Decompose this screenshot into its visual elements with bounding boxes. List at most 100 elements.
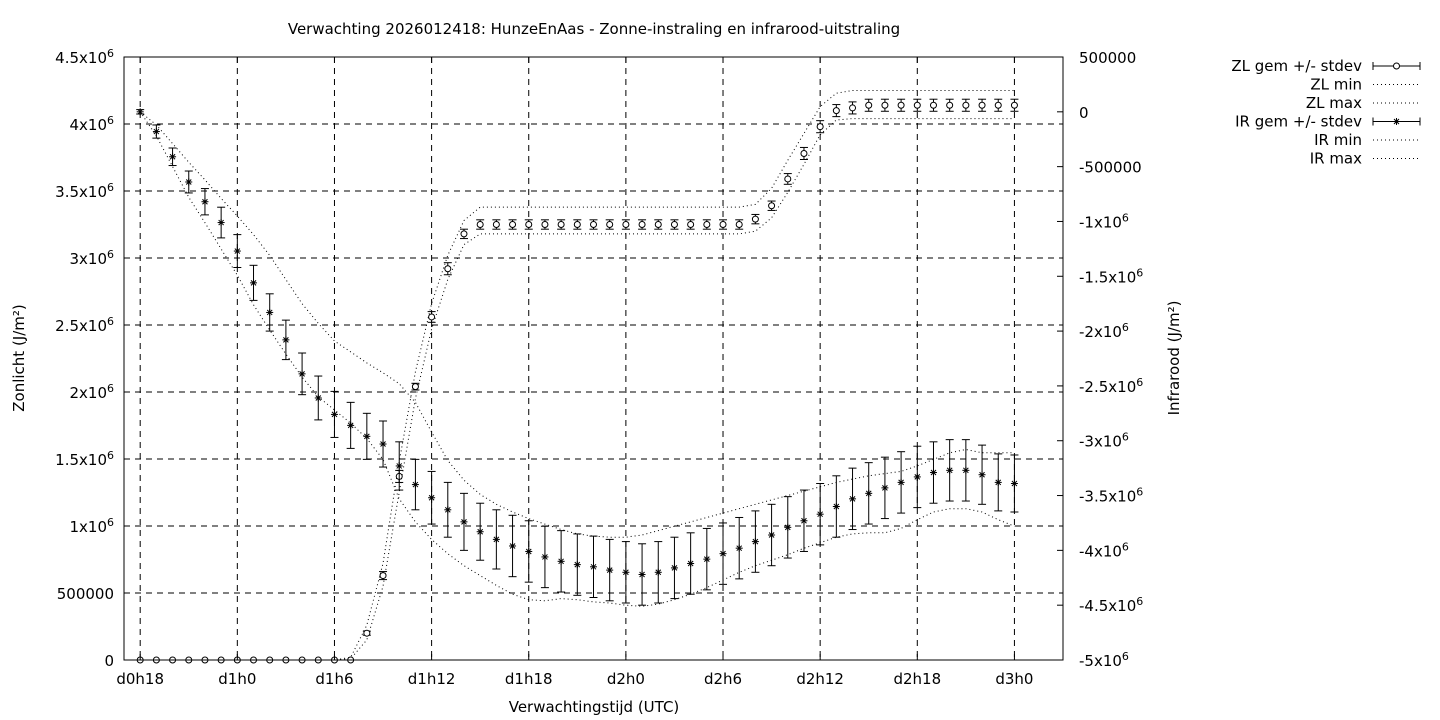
data-point [978, 101, 986, 109]
series-0-point [621, 219, 630, 230]
series-0-point [735, 219, 744, 230]
data-point [703, 555, 711, 563]
data-point [735, 544, 743, 552]
data-point [379, 572, 387, 580]
legend-label: IR max [1310, 150, 1362, 168]
series-3-point [379, 420, 388, 468]
marker-stroke [736, 545, 743, 552]
series-3-point [168, 147, 177, 167]
data-point [946, 101, 954, 109]
data-point [1010, 479, 1018, 487]
data-point [509, 542, 517, 550]
series-3-point [362, 412, 371, 460]
marker-stroke [299, 370, 305, 377]
series-3-point [897, 451, 906, 514]
marker-stroke [202, 198, 208, 205]
data-point [719, 221, 727, 228]
series-3-point [848, 467, 857, 531]
series-3-point [605, 538, 614, 602]
y-left-axis-label: Zonlicht (J/m²) [10, 304, 28, 412]
series-0-point [492, 219, 501, 230]
marker-stroke [283, 337, 289, 343]
data-point [638, 221, 646, 228]
data-point [751, 538, 759, 546]
series-3-point [929, 441, 938, 504]
series-3-point [573, 533, 582, 596]
legend-entry: IR min [1314, 131, 1420, 149]
marker-stroke [606, 567, 613, 573]
data-point [816, 123, 824, 131]
data-point [622, 221, 630, 228]
series-3-point [670, 536, 679, 600]
marker-stroke [898, 479, 904, 486]
series-3-point [427, 470, 436, 525]
series-3-point [249, 264, 258, 301]
series-0-point [427, 311, 436, 323]
legend-entry: ZL gem +/- stdev [1231, 57, 1421, 75]
data-point [962, 466, 970, 474]
series-3-point [799, 489, 808, 552]
series-0-point [654, 219, 663, 230]
y-right-tick-label: 500000 [1079, 49, 1136, 67]
data-point [978, 471, 986, 479]
series-3-point [913, 445, 922, 509]
series-line-1 [140, 118, 1015, 661]
data-point [379, 440, 387, 448]
data-point [606, 566, 614, 574]
series-0-point [540, 219, 549, 230]
y-left-tick-label: 2x106 [69, 382, 114, 402]
marker-stroke [963, 467, 969, 474]
legend-label: IR min [1314, 131, 1362, 149]
data-point [492, 535, 500, 543]
y-right-tick-label: -500000 [1079, 159, 1142, 177]
data-point [865, 489, 873, 497]
series-0-point [719, 219, 728, 230]
series-3-point [880, 456, 889, 520]
data-point [768, 531, 776, 539]
series-3-point [961, 439, 970, 502]
series-0-point [605, 219, 614, 230]
series-0-point [945, 98, 954, 112]
data-point [217, 219, 225, 227]
series-0-point [767, 200, 776, 211]
series-0-point [573, 219, 582, 230]
data-point [185, 178, 193, 186]
series-0-point [379, 571, 388, 581]
data-point [719, 550, 727, 558]
series-0-point [832, 104, 841, 118]
series-0-point [702, 219, 711, 230]
series-3-point [783, 496, 792, 559]
series-0-point [880, 98, 889, 112]
data-point [363, 629, 371, 637]
y-left-tick-label: 3.5x106 [55, 181, 114, 201]
series-0-point [897, 98, 906, 112]
marker-stroke [768, 532, 775, 538]
series-0-point [751, 213, 760, 225]
data-point [994, 101, 1002, 109]
series-3-point [281, 319, 290, 361]
marker-stroke [493, 536, 500, 543]
legend-entry: ZL min [1310, 76, 1420, 94]
ticks: d0h18 d1h0 d1h6 d1h12 d1h18 d2h0 d2h6 d2h12 d2h1… [55, 47, 1143, 688]
series-3-point [1010, 454, 1019, 513]
marker-stroke [185, 179, 192, 185]
data-point [347, 421, 355, 429]
data-point [363, 432, 371, 440]
data-point [557, 221, 565, 228]
marker-stroke [833, 503, 840, 510]
y-right-tick-label: -2x106 [1079, 321, 1129, 341]
data-point [897, 101, 905, 109]
legend-label: ZL max [1306, 94, 1362, 112]
series-0-point [524, 219, 533, 230]
marker-stroke [801, 517, 807, 524]
series-3-point [508, 514, 517, 578]
y-left-tick-label: 1x106 [69, 516, 114, 536]
series-3-point [459, 492, 468, 551]
series-0-point [783, 173, 792, 185]
data-point [460, 518, 468, 526]
marker-stroke [412, 481, 419, 488]
legend-label: ZL gem +/- stdev [1231, 57, 1362, 75]
legend-label: ZL min [1310, 76, 1362, 94]
data-point [832, 503, 840, 511]
data-point [136, 108, 144, 116]
